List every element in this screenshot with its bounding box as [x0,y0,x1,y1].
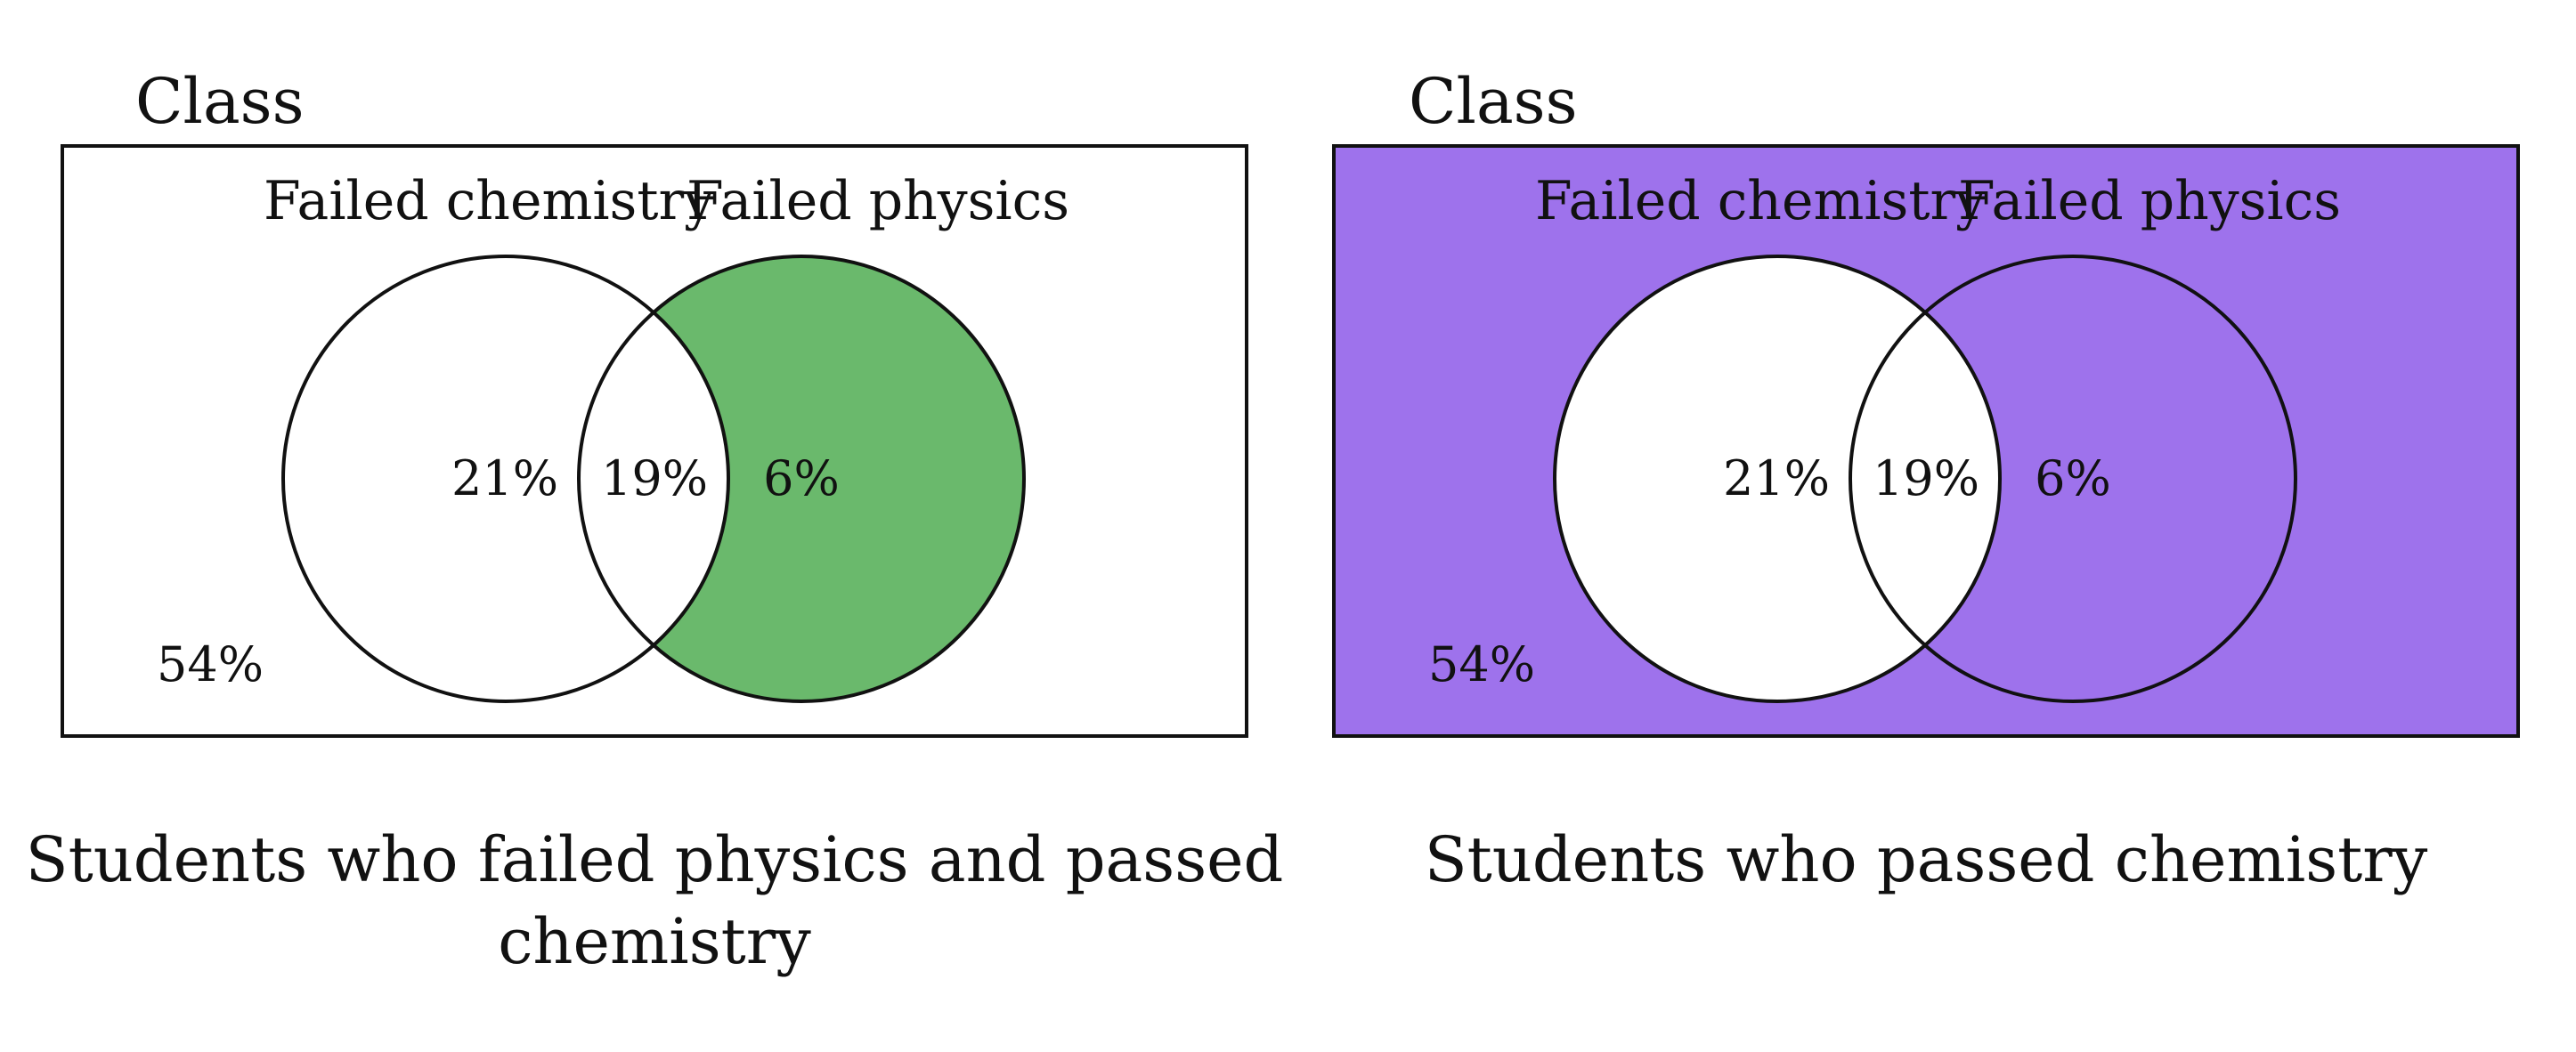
set-label-failed-chemistry: Failed chemistry [1535,170,1986,232]
region-both-value: 19% [601,450,708,506]
circle-failed-physics [577,255,1026,703]
region-only-physics-value: 6% [2035,450,2111,506]
circle-failed-physics [1849,255,2297,703]
set-label-failed-chemistry: Failed chemistry [264,170,714,232]
region-only-physics-value: 6% [763,450,840,506]
caption-line-1: Students who failed physics and passed [26,823,1284,896]
circle-failed-chemistry [281,255,730,703]
region-both-value: 19% [1873,450,1979,506]
caption-line-1: Students who passed chemistry [1425,823,2428,896]
set-label-failed-physics: Failed physics [687,170,1069,232]
frame-label: Class [135,65,305,138]
region-neither-value: 54% [1428,636,1535,692]
caption-line-2: chemistry [498,905,811,978]
unshaded-failed-chemistry [1555,256,2000,701]
set-label-failed-physics: Failed physics [1958,170,2341,232]
universe-frame [61,144,1248,738]
frame-label: Class [1409,65,1578,138]
circle-failed-chemistry [1553,255,2002,703]
venn-panel-right: Class Failed chemistry Failed physics 21… [1332,65,2520,896]
universe-frame [1332,144,2520,738]
region-neither-value: 54% [157,636,264,692]
shaded-region-only-physics [283,256,1024,701]
venn-panel-left: Class Failed chemistry Failed physics 21… [26,65,1284,978]
region-only-chemistry-value: 21% [1723,450,1830,506]
region-only-chemistry-value: 21% [451,450,558,506]
